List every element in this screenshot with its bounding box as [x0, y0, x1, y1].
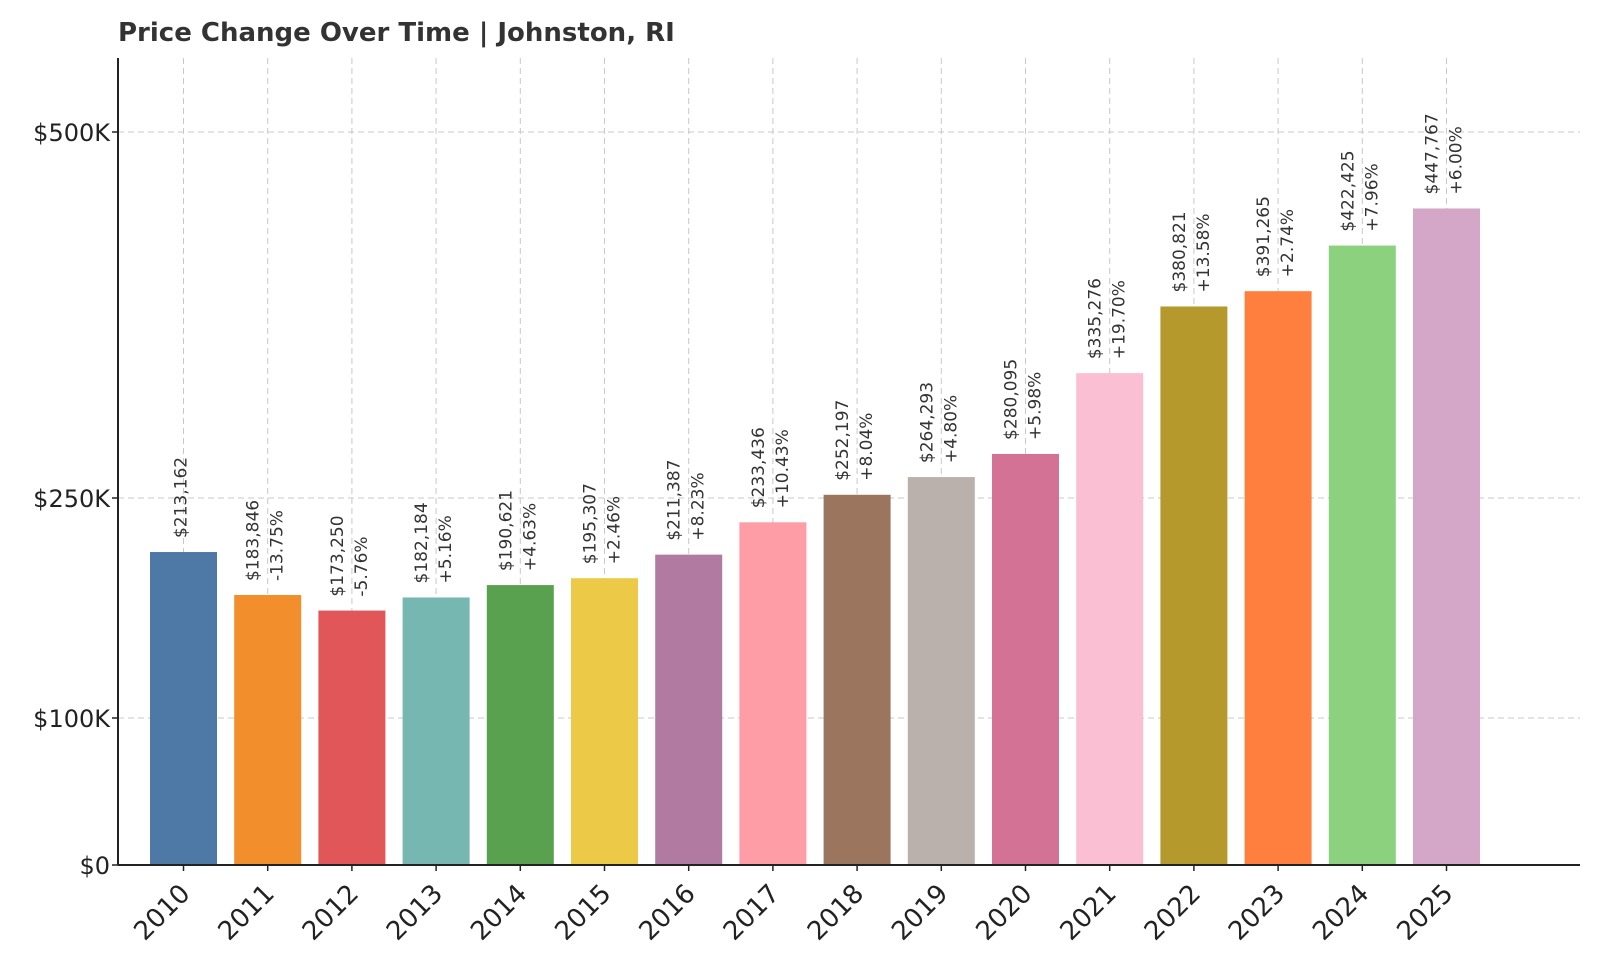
x-tick-label: 2023 — [1223, 879, 1291, 947]
value-label: $422,425 — [1338, 150, 1358, 231]
bar-2011 — [234, 595, 302, 865]
change-label: -13.75% — [268, 510, 288, 581]
x-tick-label: 2018 — [802, 879, 870, 947]
y-tick-label: $0 — [79, 852, 110, 880]
bar-2024 — [1328, 245, 1396, 865]
bar-2023 — [1244, 291, 1312, 865]
value-label: $280,095 — [1002, 359, 1022, 440]
value-label: $183,846 — [244, 500, 264, 581]
bar-2013 — [402, 597, 470, 865]
value-label: $213,162 — [172, 457, 192, 538]
change-label: +2.46% — [605, 496, 625, 564]
data-label-layer: $213,162 $183,846 -13.75% $173,250 -5.76% $18… — [172, 113, 1467, 596]
x-tick-label: 2022 — [1139, 879, 1207, 947]
x-tick-label: 2019 — [886, 879, 954, 947]
change-label: +4.63% — [520, 503, 540, 571]
x-tick-label: 2010 — [128, 879, 196, 947]
y-tick-label: $500K — [33, 119, 111, 147]
bar-2025 — [1413, 208, 1480, 865]
bar-2015 — [571, 578, 638, 865]
bar-2010 — [150, 552, 217, 865]
value-label: $335,276 — [1086, 278, 1106, 359]
change-label: +8.23% — [689, 472, 709, 540]
bar-2016 — [655, 554, 723, 865]
x-tick-label: 2012 — [297, 879, 365, 947]
bar-layer — [150, 208, 1480, 866]
value-label: $252,197 — [833, 400, 853, 481]
bar-2021 — [1076, 373, 1144, 865]
bar-2018 — [823, 494, 891, 865]
x-tick-label: 2025 — [1391, 879, 1459, 947]
x-tick-label: 2020 — [970, 879, 1038, 947]
change-label: +13.58% — [1194, 213, 1214, 292]
change-label: +8.04% — [857, 413, 877, 481]
bar-2022 — [1160, 306, 1228, 866]
y-tick-label: $100K — [33, 705, 111, 733]
change-label: -5.76% — [352, 536, 372, 596]
x-tick-label: 2013 — [381, 879, 449, 947]
change-label: +5.98% — [1026, 372, 1046, 440]
value-label: $391,265 — [1254, 196, 1274, 277]
value-label: $195,307 — [581, 483, 601, 564]
x-tick-label: 2024 — [1307, 879, 1375, 947]
x-tick-label: 2016 — [634, 879, 702, 947]
x-tick-label: 2017 — [718, 879, 786, 947]
x-tick-label: 2021 — [1055, 879, 1123, 947]
change-label: +4.80% — [941, 395, 961, 463]
value-label: $447,767 — [1423, 113, 1443, 194]
change-label: +5.16% — [436, 515, 456, 583]
value-label: $182,184 — [412, 502, 432, 583]
change-label: +19.70% — [1110, 280, 1130, 359]
x-tick-label: 2014 — [465, 879, 533, 947]
bar-2012 — [318, 610, 386, 865]
change-label: +2.74% — [1278, 209, 1298, 277]
change-label: +7.96% — [1362, 163, 1382, 231]
value-label: $211,387 — [665, 460, 685, 541]
value-label: $233,436 — [749, 427, 769, 508]
value-label: $380,821 — [1170, 211, 1190, 292]
chart-title: Price Change Over Time | Johnston, RI — [118, 18, 675, 48]
value-label: $190,621 — [496, 490, 516, 571]
value-label: $173,250 — [328, 515, 348, 596]
change-label: +6.00% — [1447, 126, 1467, 194]
x-tick-label: 2015 — [549, 879, 617, 947]
bar-2020 — [992, 453, 1059, 865]
x-tick-label: 2011 — [213, 879, 281, 947]
bar-2019 — [907, 477, 975, 865]
bar-2014 — [486, 585, 554, 865]
y-tick-label: $250K — [33, 485, 111, 513]
bar-2017 — [739, 522, 807, 865]
change-label: +10.43% — [773, 429, 793, 508]
value-label: $264,293 — [917, 382, 937, 463]
